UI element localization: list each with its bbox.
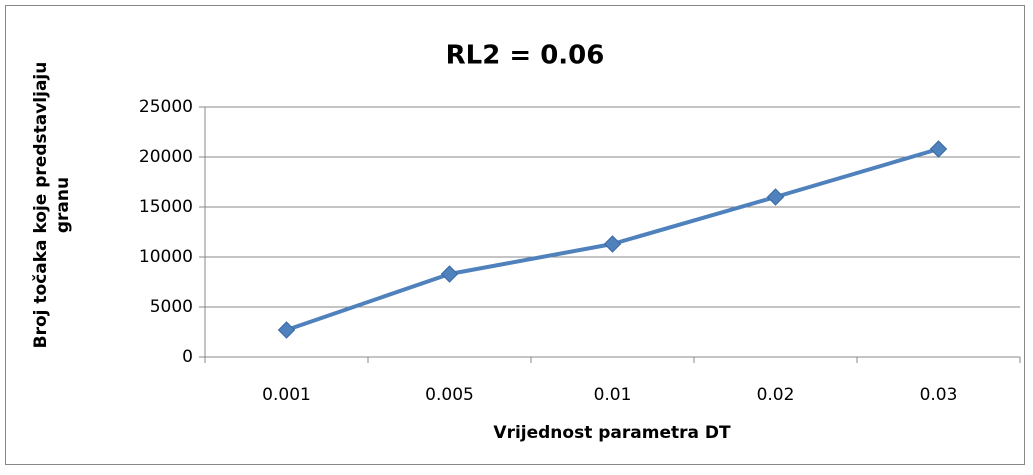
data-point	[440, 265, 459, 283]
data-point	[929, 140, 948, 158]
data-point	[603, 235, 622, 253]
x-tick-label: 0.02	[757, 385, 795, 405]
x-axis-title: Vrijednost parametra DT	[493, 423, 731, 443]
y-tick-label: 25000	[139, 97, 193, 117]
y-tick-label: 5000	[150, 297, 193, 317]
data-point	[766, 188, 785, 206]
x-tick-label: 0.03	[920, 385, 958, 405]
x-tick-label: 0.005	[425, 385, 474, 405]
chart-border	[5, 5, 1025, 465]
y-tick-label: 15000	[139, 197, 193, 217]
y-tick-label: 20000	[139, 147, 193, 167]
y-tick-label: 10000	[139, 247, 193, 267]
y-axis-title: Broj točaka koje predstavljaju granu	[31, 61, 73, 349]
x-tick-label: 0.001	[262, 385, 311, 405]
data-point	[277, 321, 296, 339]
x-tick-label: 0.01	[594, 385, 632, 405]
chart-title: RL2 = 0.06	[446, 41, 605, 71]
y-tick-label: 0	[182, 347, 193, 367]
